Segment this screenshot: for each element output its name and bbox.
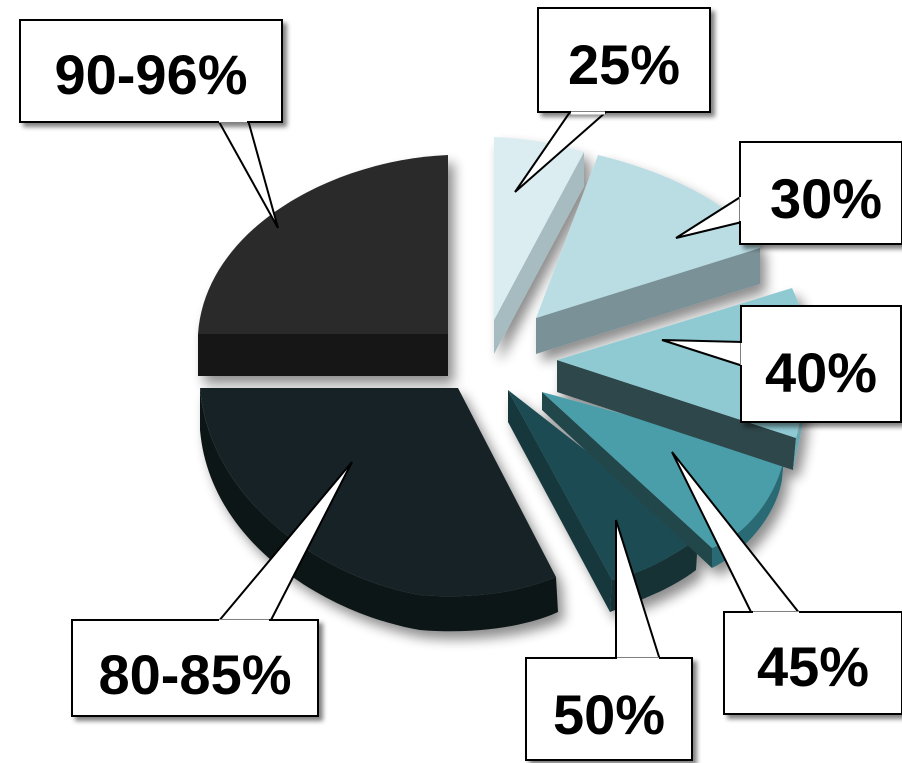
slice-top bbox=[494, 137, 584, 320]
callout-box bbox=[19, 19, 283, 123]
callout-box bbox=[537, 7, 711, 113]
callout-label: 50% bbox=[553, 683, 665, 746]
callout-90-96: 90-96% bbox=[19, 19, 283, 229]
callout-40: 40% bbox=[661, 305, 902, 423]
callout-label: 25% bbox=[568, 33, 680, 96]
callout-80-85: 80-85% bbox=[71, 461, 353, 717]
callout-45: 45% bbox=[671, 451, 902, 715]
slice-side bbox=[508, 390, 612, 612]
callout-label: 40% bbox=[765, 341, 877, 404]
slice-top bbox=[536, 155, 760, 318]
pie-slice-25 bbox=[494, 137, 584, 354]
callout-25: 25% bbox=[514, 7, 711, 193]
callout-box bbox=[525, 657, 693, 761]
callout-pointer bbox=[671, 451, 801, 615]
slice-side bbox=[198, 334, 448, 376]
callout-label: 90-96% bbox=[54, 43, 247, 106]
callout-box bbox=[723, 611, 902, 715]
pie-slice-90-96 bbox=[198, 155, 448, 376]
callout-box bbox=[71, 619, 319, 717]
slice-side-outer bbox=[793, 375, 806, 470]
callout-pointer bbox=[217, 461, 353, 623]
slice-top bbox=[198, 155, 448, 334]
callout-50: 50% bbox=[525, 519, 693, 761]
callout-pointer bbox=[217, 119, 279, 229]
callout-30: 30% bbox=[675, 141, 902, 245]
callout-pointer bbox=[615, 519, 661, 661]
callout-box bbox=[739, 141, 902, 245]
slice-top bbox=[508, 390, 698, 580]
slice-side bbox=[542, 392, 712, 568]
slice-top bbox=[200, 388, 556, 597]
callout-pointer bbox=[675, 195, 743, 239]
pie-slice-30 bbox=[536, 155, 760, 354]
callout-pointer bbox=[514, 111, 607, 193]
callout-pointer bbox=[661, 339, 744, 367]
slice-side bbox=[494, 152, 584, 354]
slice-side bbox=[536, 248, 760, 354]
slice-side bbox=[557, 360, 796, 470]
callout-label: 80-85% bbox=[98, 643, 291, 706]
callout-label: 30% bbox=[770, 167, 882, 230]
callout-label: 45% bbox=[757, 635, 869, 698]
slice-top bbox=[542, 392, 784, 548]
